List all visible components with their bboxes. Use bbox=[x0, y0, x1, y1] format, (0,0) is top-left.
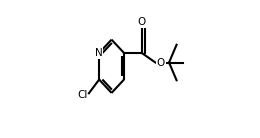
Text: O: O bbox=[157, 58, 165, 68]
Text: O: O bbox=[137, 17, 145, 27]
Text: Cl: Cl bbox=[77, 90, 88, 100]
Text: N: N bbox=[95, 48, 102, 58]
